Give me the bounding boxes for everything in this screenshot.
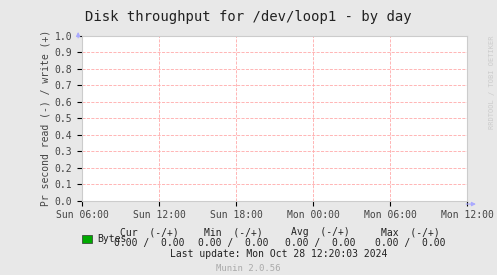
Text: Disk throughput for /dev/loop1 - by day: Disk throughput for /dev/loop1 - by day [85, 10, 412, 24]
Y-axis label: Pr second read (-) / write (+): Pr second read (-) / write (+) [40, 30, 51, 206]
Text: Cur  (-/+): Cur (-/+) [120, 227, 178, 237]
Text: 0.00 /  0.00: 0.00 / 0.00 [198, 238, 269, 248]
Text: 0.00 /  0.00: 0.00 / 0.00 [375, 238, 445, 248]
Text: Avg  (-/+): Avg (-/+) [291, 227, 350, 237]
Text: Last update: Mon Oct 28 12:20:03 2024: Last update: Mon Oct 28 12:20:03 2024 [169, 249, 387, 259]
Text: Munin 2.0.56: Munin 2.0.56 [216, 264, 281, 273]
Text: Max  (-/+): Max (-/+) [381, 227, 439, 237]
Text: Min  (-/+): Min (-/+) [204, 227, 263, 237]
Text: RRDTOOL / TOBI OETIKER: RRDTOOL / TOBI OETIKER [489, 36, 495, 129]
Text: Bytes: Bytes [97, 234, 127, 244]
Text: 0.00 /  0.00: 0.00 / 0.00 [285, 238, 356, 248]
Text: 0.00 /  0.00: 0.00 / 0.00 [114, 238, 184, 248]
